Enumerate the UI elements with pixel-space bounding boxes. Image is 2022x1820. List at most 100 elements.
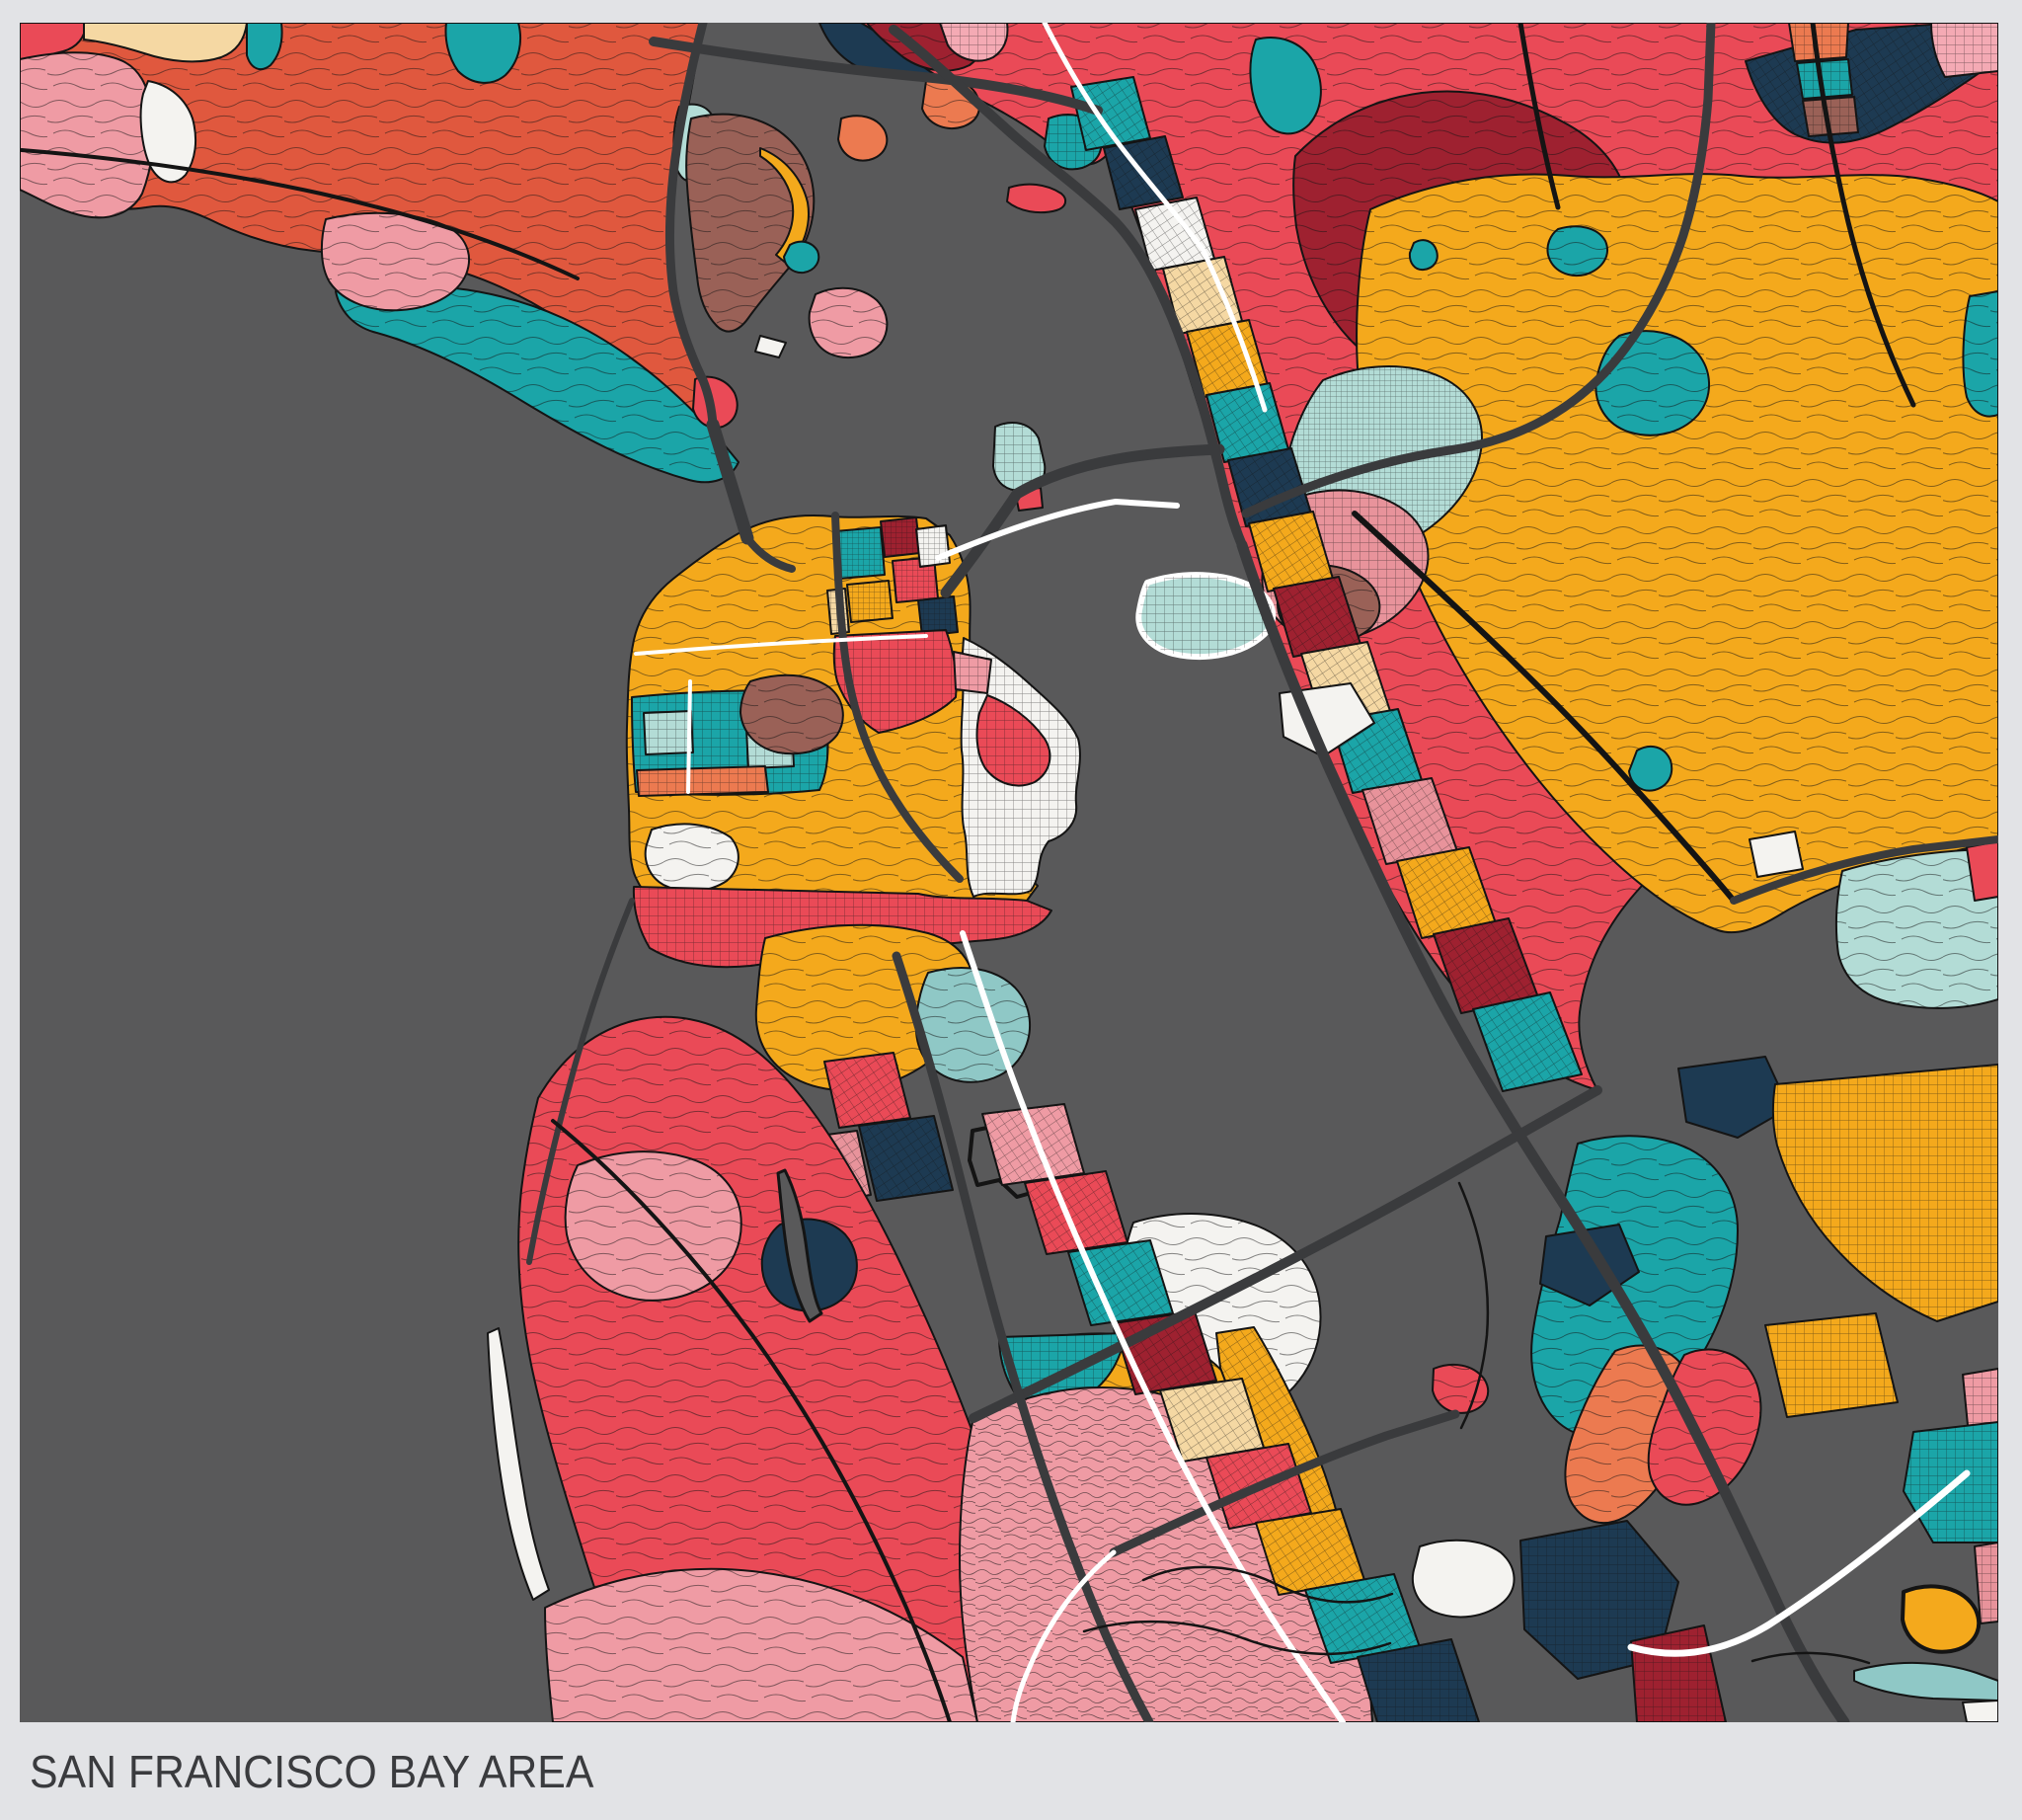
corner-rose-texture — [1975, 1543, 1998, 1623]
richmond-san-rafael-bridge — [649, 37, 1103, 116]
mission-red-texture — [833, 630, 957, 733]
us-101-marin — [664, 23, 718, 430]
i-880 — [1236, 539, 1850, 1722]
lafayette-reservoir-teal — [1408, 239, 1439, 272]
west-oakland-navy-block-texture — [1228, 448, 1311, 526]
hwy-237-white — [1627, 1469, 1971, 1657]
topright-orange-block-texture — [1789, 23, 1848, 61]
golden-gate-bridge — [706, 418, 754, 545]
sf-19th-ave-white — [686, 679, 692, 794]
yellow-road-north-a — [1517, 23, 1561, 210]
san-pablo-reservoir — [1249, 37, 1322, 135]
roads-group — [20, 23, 1998, 1722]
east-gold-grid-north-texture — [1772, 1065, 1998, 1321]
topright-brown-block-texture — [1803, 97, 1858, 136]
marin-pink-west-texture — [20, 52, 154, 218]
potrero-pink-texture — [954, 652, 991, 693]
teal-slough — [1853, 1662, 1998, 1701]
i-280-peninsula — [892, 951, 1154, 1722]
mount-tam-pink-texture — [321, 212, 470, 311]
briones-teal-texture — [1547, 226, 1607, 277]
twin-peaks-brown-texture — [740, 674, 843, 754]
marsh-line-4 — [1750, 1651, 1871, 1665]
east-gold-grid-south-texture — [1765, 1313, 1898, 1417]
emeryville-teal-block-texture — [1206, 383, 1288, 462]
fremont-navy-north — [1677, 1056, 1790, 1139]
burlingame-pink-block-texture — [982, 1104, 1084, 1185]
newark-teal-block-texture — [1473, 992, 1582, 1091]
poster-title: SAN FRANCISCO BAY AREA — [30, 1746, 594, 1797]
downtown-teal-block-texture — [835, 527, 885, 579]
oakland-gold-block-texture — [1249, 512, 1333, 592]
topright-pink-corner-texture — [1931, 23, 1998, 77]
sf-base-gold-texture — [626, 515, 1070, 939]
south-sf-red-block-texture — [824, 1053, 910, 1128]
downtown-maroon-block-texture — [881, 517, 920, 557]
berkeley-cream-block-texture — [1163, 257, 1242, 334]
right-edge-teal-texture — [1963, 291, 1998, 417]
atherton-cream-block-texture — [1160, 1379, 1264, 1462]
union-city-maroon-block-texture — [1434, 918, 1538, 1013]
half-moon-bay-white-strip — [487, 1327, 550, 1601]
san-jose-navy-block-texture — [1358, 1639, 1479, 1722]
milpitas-white — [1411, 1539, 1516, 1619]
marsh-line-1 — [1141, 1565, 1394, 1604]
downtown-gold-block-texture — [847, 581, 893, 622]
white-corner — [1962, 1700, 1998, 1722]
eastbay-white-80 — [1042, 23, 1268, 413]
bay-bridge — [940, 443, 1225, 598]
angel-island-pink-texture — [809, 287, 888, 358]
santa-clara-teal-block-texture — [1305, 1574, 1420, 1663]
bay-bridge-white-span — [935, 499, 1180, 561]
pacifica-pink-texture — [565, 1151, 741, 1301]
san-quentin-orange — [837, 115, 889, 162]
alameda-island-texture — [1138, 575, 1274, 658]
contra-costa-yellow-hills-texture — [1357, 174, 1998, 933]
crystal-springs-reservoir — [776, 1168, 823, 1323]
downtown-navy-block-texture — [918, 596, 958, 636]
fruitvale-maroon-block-texture — [1274, 577, 1361, 657]
topright-teal-block-texture — [1797, 59, 1852, 99]
poster-caption: SAN FRANCISCO BAY AREA — [30, 1740, 636, 1803]
sunnyvale-gold-block-texture — [1256, 1509, 1364, 1595]
red-rock-island — [1006, 183, 1067, 214]
hwy-24 — [1241, 23, 1716, 518]
san-mateo-red-block-texture — [1025, 1171, 1128, 1254]
bolinas-lagoon-white — [139, 80, 197, 184]
yellow-road-north-b — [1810, 23, 1916, 408]
alcatraz-island — [754, 335, 787, 358]
lake-merced-white-texture — [645, 824, 739, 892]
sunset-orange-band-texture — [637, 766, 768, 796]
treasure-island-texture — [993, 423, 1046, 491]
downtown-red-block-texture — [893, 557, 938, 602]
marsh-line-2 — [1082, 1620, 1392, 1656]
upper-san-leandro-teal-texture — [1595, 331, 1710, 435]
skyline-road — [551, 1119, 952, 1722]
right-light-teal-texture — [1835, 849, 1998, 1008]
dumbarton-bridge — [1109, 1409, 1460, 1557]
hayward-rose-block-texture — [1362, 778, 1457, 864]
hayward-gold-block-texture — [1397, 847, 1496, 938]
marin-headlands-teal-texture — [336, 285, 739, 483]
richmond-pink-texture — [940, 23, 1008, 61]
hwy-101-peninsula — [960, 930, 1346, 1722]
i-80-eastshore — [889, 25, 1247, 550]
doyle-drive — [743, 534, 796, 573]
yellow-road-east-west — [1730, 835, 1998, 905]
san-mateo-bridge — [969, 1085, 1602, 1423]
richmond-teal-block-texture — [1071, 77, 1150, 150]
marin-teal-north — [444, 23, 522, 84]
marsh-line-3 — [1457, 1181, 1490, 1430]
lake-chabot-teal — [1628, 745, 1673, 792]
coyote-hills-red-texture — [1433, 1364, 1489, 1413]
sf-central-freeway — [831, 512, 964, 883]
san-bruno-navy-block-texture — [859, 1116, 953, 1201]
i-580-hills — [1352, 511, 1737, 904]
gold-horseshoe — [1901, 1584, 1982, 1654]
sf-geary-white — [634, 634, 928, 656]
sunset-light-a-texture — [644, 711, 693, 754]
berkeley-gold-block-texture — [1187, 320, 1268, 397]
san-mateo-teal-block-texture — [1068, 1240, 1173, 1325]
